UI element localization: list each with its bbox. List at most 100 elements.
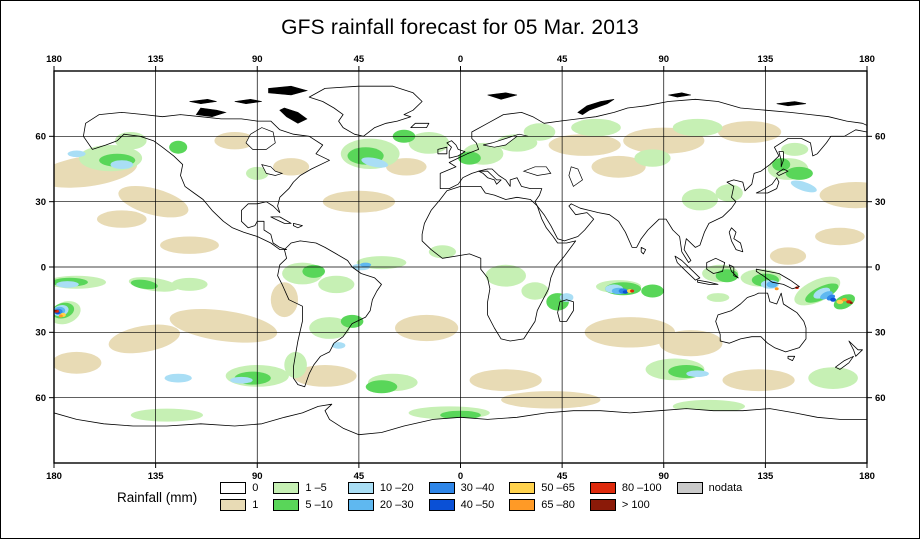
rain-cell [634,149,671,167]
rain-cell [408,132,450,154]
rain-cell [302,264,326,278]
legend-item: 10 –20 [347,482,414,494]
rain-cell [548,134,621,156]
coastline [755,177,780,194]
rain-cell [386,158,427,176]
arctic-island [487,92,518,100]
rain-cell [785,166,813,180]
rain-cell [830,297,836,302]
rain-cell [521,282,549,300]
rain-cell [559,293,574,302]
coastline [674,255,701,281]
arctic-island [234,98,262,105]
lat-tick-label: 30 [875,328,886,339]
lon-tick-label: 90 [658,471,669,482]
rain-cell [622,290,629,294]
legend-swatch [220,499,247,511]
rain-cell [230,376,253,384]
axis-labels: 180 180 135 135 90 90 45 45 0 0 45 45 90 90 135 135 180 1… [35,54,885,482]
coastline [293,223,303,229]
rain-cell [715,269,739,283]
coastline [755,268,800,290]
lon-tick-label: 45 [557,471,568,482]
rain-cell [718,121,782,143]
rain-cell [813,287,831,299]
coastline [478,170,502,185]
rain-cell [361,157,389,168]
coastline [706,257,726,274]
arctic-island [668,92,691,98]
coastline [787,355,796,361]
legend-item-label: 10 –20 [379,482,414,494]
lat-tick-label: 0 [875,262,880,273]
rain-cell [54,309,57,312]
lon-tick-label: 45 [557,54,568,65]
rain-cell [849,301,853,304]
coastline [715,292,807,353]
legend-swatch [428,482,455,494]
rain-cell [340,314,364,328]
legend-swatch [347,499,374,511]
lon-tick-label: 180 [859,54,875,65]
world-rainfall-map: 180 180 135 135 90 90 45 45 0 0 45 45 90 90 135 135 180 1… [35,54,885,482]
rain-cell [841,298,848,302]
coastline [83,112,330,250]
lon-tick-label: 0 [458,54,463,65]
rain-cell [318,275,355,294]
lon-tick-label: 90 [252,54,263,65]
rain-cell [836,299,844,304]
coastline [728,264,739,279]
lat-tick-label: 0 [41,262,46,273]
legend-item: 50 –65 [509,482,575,494]
rain-cell [715,184,743,202]
coastline [410,122,430,128]
rain-cell [686,370,709,378]
legend-item-label: 40 –50 [460,499,495,511]
arctic-island [577,99,615,115]
legend-swatch [428,499,455,511]
rain-cell [523,123,556,141]
coastline [640,247,647,255]
lon-tick-label: 135 [757,54,774,65]
legend-item: 1 –5 [273,482,333,494]
rain-cell [659,330,723,357]
rain-cell [428,245,456,259]
legend-column: 80 –100 > 100 [589,482,662,513]
legend-item: 80 –100 [589,482,662,494]
rain-cell [591,155,646,178]
lon-tick-label: 135 [148,471,165,482]
legend-swatch [273,499,300,511]
lat-tick-label: 60 [35,132,46,143]
rain-cell [273,158,310,176]
legend-item: 1 [220,499,258,511]
rain-cell [58,314,63,318]
rain-cell [54,351,102,374]
arctic-island [268,85,309,96]
rain-cell [56,281,79,288]
legend-swatch [676,482,703,494]
lon-tick-label: 180 [46,471,62,482]
inland-water [568,166,583,187]
arctic-island [189,98,217,105]
rain-cell [97,210,147,228]
legend-item-label: 80 –100 [621,482,662,494]
rain-cell [293,365,357,387]
coastline [778,151,784,168]
lat-tick-label: 60 [35,393,46,404]
rain-cell [722,369,795,392]
coastline [835,355,854,370]
rain-cell [108,324,180,354]
legend-item-label: 65 –80 [541,499,575,511]
lon-tick-label: 135 [148,54,165,65]
rain-cell [160,236,219,254]
coastline [437,146,448,155]
graticule [54,71,867,463]
page-title: GFS rainfall forecast for 05 Mar. 2013 [281,16,639,39]
arctic-island [279,107,308,124]
legend-item: 0 [220,482,258,494]
rain-cell [672,118,723,137]
arctic-island [195,107,227,118]
legend-item-label: > 100 [621,499,650,511]
